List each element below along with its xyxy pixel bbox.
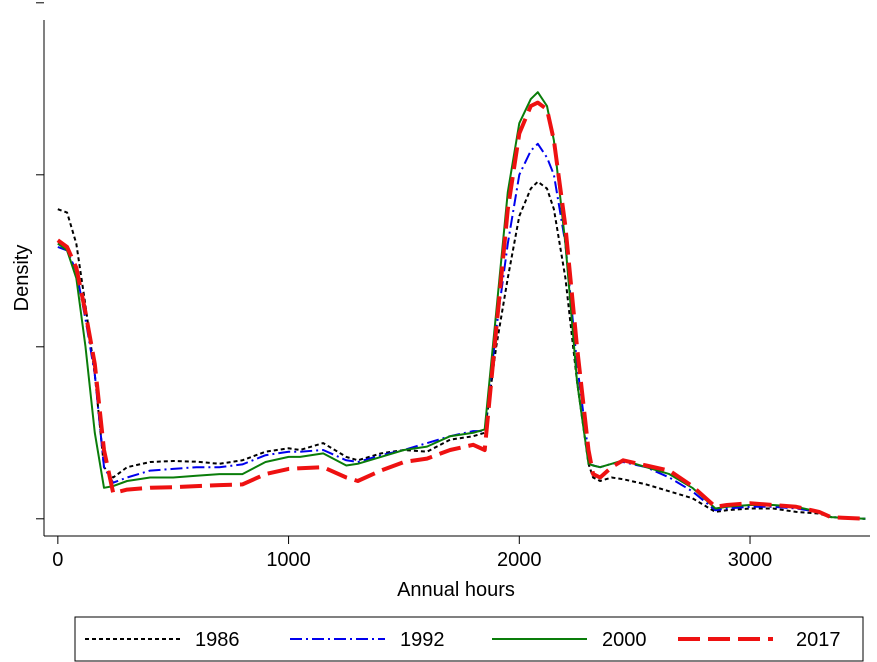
legend-box: [74, 616, 864, 662]
series-layer: [56, 91, 866, 521]
x-tick-label: 1000: [266, 549, 311, 571]
legend-items: 1986 1992 2000 2017: [85, 629, 841, 651]
series-line-2017: [56, 100, 866, 521]
legend-label-1992: 1992: [400, 629, 445, 651]
plot-area: 0 1000 2000 3000: [36, 2, 870, 571]
legend: 1986 1992 2000 2017: [74, 616, 864, 662]
series-line-1992: [57, 142, 866, 520]
x-axis-ticks: 0 1000 2000 3000: [52, 536, 772, 571]
y-axis-ticks: [36, 2, 44, 520]
x-tick-label: 0: [52, 549, 63, 571]
y-axis-title: Density: [11, 245, 33, 312]
x-tick-label: 3000: [728, 549, 773, 571]
series-line-2000: [57, 91, 866, 520]
legend-label-2017: 2017: [796, 629, 841, 651]
legend-label-2000: 2000: [602, 629, 647, 651]
legend-label-1986: 1986: [195, 629, 240, 651]
x-axis-title: Annual hours: [397, 579, 515, 601]
x-tick-label: 2000: [497, 549, 542, 571]
